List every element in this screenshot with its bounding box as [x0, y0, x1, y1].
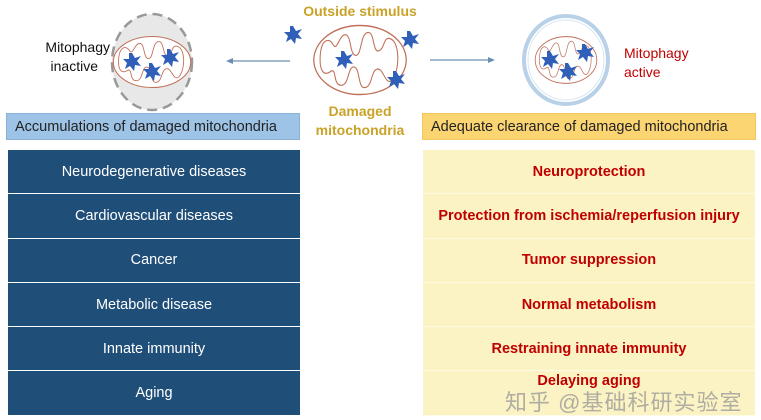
left-item: Neurodegenerative diseases	[8, 150, 300, 195]
left-item: Metabolic disease	[8, 282, 300, 328]
left-item: Aging	[8, 371, 300, 416]
right-item: Tumor suppression	[423, 238, 755, 283]
right-item: Neuroprotection	[423, 150, 755, 195]
right-item: Delaying aging	[423, 371, 755, 416]
active-autophagosome	[522, 14, 610, 106]
mitophagy-inactive-line1: Mitophagy	[45, 39, 110, 55]
left-item: Cardiovascular diseases	[8, 194, 300, 239]
inactive-mitochondrion	[110, 12, 194, 112]
damaged-mitochondrion	[284, 24, 419, 96]
left-outcomes-table: Neurodegenerative diseases Cardiovascula…	[8, 150, 300, 416]
damaged-label: Damaged	[328, 103, 392, 119]
left-item: Innate immunity	[8, 327, 300, 372]
mitophagy-inactive-line2: inactive	[50, 58, 98, 74]
mitochondria-illustration	[110, 12, 610, 112]
right-header: Adequate clearance of damaged mitochondr…	[422, 113, 756, 140]
mitochondria-label: mitochondria	[315, 122, 405, 138]
mitophagy-active-line1: Mitophagy	[624, 45, 689, 61]
right-item: Normal metabolism	[423, 282, 755, 328]
left-item: Cancer	[8, 238, 300, 283]
right-item: Protection from ischemia/reperfusion inj…	[423, 194, 755, 239]
left-header: Accumulations of damaged mitochondria	[6, 113, 300, 140]
outside-stimulus-label: Outside stimulus	[303, 3, 417, 19]
right-outcomes-table: Neuroprotection Protection from ischemia…	[423, 150, 755, 416]
watermark: 知乎 @基础科研实验室	[505, 390, 743, 415]
mitophagy-active-line2: active	[624, 64, 661, 80]
right-item: Restraining innate immunity	[423, 327, 755, 372]
